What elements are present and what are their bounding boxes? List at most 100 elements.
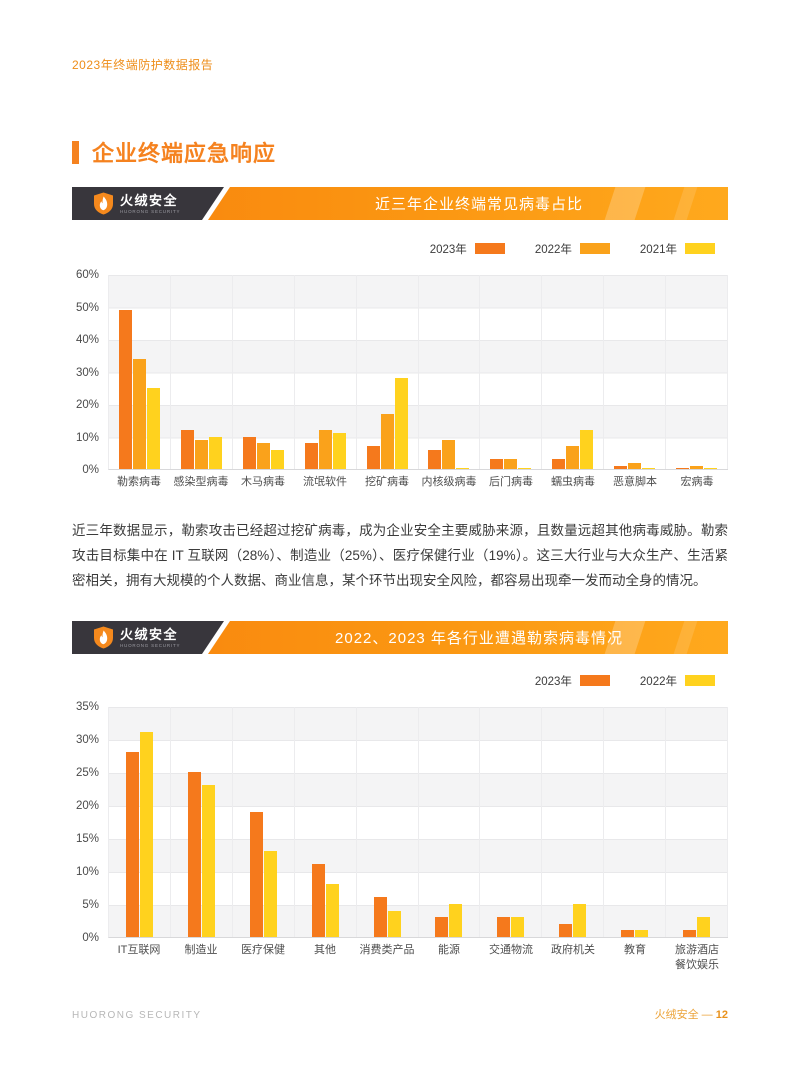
footer-page-number: 火绒安全 — 12 xyxy=(655,1006,728,1022)
bar xyxy=(146,387,160,469)
footer-brand-cn: 火绒安全 — xyxy=(654,1009,713,1021)
x-axis-labels: IT互联网 制造业 医疗保健 其他 消费类产品 能源 交通物流 政府机关 教育 旅游酒店 餐饮娱乐 xyxy=(108,943,728,973)
bar xyxy=(201,785,215,937)
y-tick-label: 40% xyxy=(75,334,99,346)
brand-logo: 火绒安全 HUORONG SECURITY xyxy=(72,187,224,220)
bar-group xyxy=(109,275,171,469)
brand-name-en: HUORONG SECURITY xyxy=(120,208,181,214)
bar-group xyxy=(542,275,605,469)
chart2-banner-bar: 2022、2023 年各行业遭遇勒索病毒情况 xyxy=(208,621,728,654)
brand-name-cn: 火绒安全 xyxy=(120,626,179,642)
bar-group xyxy=(542,707,605,937)
y-tick-label: 0% xyxy=(82,932,99,944)
x-category-label: 制造业 xyxy=(184,944,218,956)
bar xyxy=(690,465,704,469)
bar xyxy=(318,430,332,469)
x-category-label: 政府机关 xyxy=(551,944,595,956)
bar xyxy=(249,811,263,937)
x-category-label: 旅游酒店 餐饮娱乐 xyxy=(675,944,719,971)
x-category-label: 宏病毒 xyxy=(680,476,714,488)
legend-item: 2022年 xyxy=(535,241,610,257)
bar xyxy=(642,468,656,469)
bar xyxy=(132,358,146,469)
legend-label: 2022年 xyxy=(639,675,677,688)
y-axis: 0% 5% 10% 15% 20% 25% 30% 35% xyxy=(72,701,108,944)
bar xyxy=(511,917,525,937)
legend-swatch xyxy=(579,675,610,686)
bar-group xyxy=(357,275,419,469)
legend-swatch xyxy=(579,243,610,254)
accent-bar xyxy=(72,140,79,164)
legend-label: 2022年 xyxy=(534,243,572,256)
bar-group xyxy=(357,707,419,937)
brand-name-en: HUORONG SECURITY xyxy=(120,642,181,648)
y-tick-label: 30% xyxy=(75,734,99,746)
legend-item: 2023年 xyxy=(535,673,610,689)
virus-share-section: 近三年企业终端常见病毒占比 火绒安全 HUORONG SECURITY 2023… xyxy=(72,187,729,490)
bar xyxy=(366,446,380,469)
y-tick-label: 25% xyxy=(75,767,99,779)
bar-group xyxy=(604,275,667,469)
bar xyxy=(552,459,566,469)
bar xyxy=(635,930,649,937)
ransomware-industry-section: 2022、2023 年各行业遭遇勒索病毒情况 火绒安全 HUORONG SECU… xyxy=(72,621,729,973)
bar xyxy=(628,462,642,469)
bar-group xyxy=(171,707,233,937)
x-category-label: 感染型病毒 xyxy=(173,476,229,488)
chart2-banner: 2022、2023 年各行业遭遇勒索病毒情况 火绒安全 HUORONG SECU… xyxy=(72,621,728,654)
bar xyxy=(497,917,511,937)
bar xyxy=(394,378,408,469)
bar xyxy=(380,413,394,469)
chart2-title: 2022、2023 年各行业遭遇勒索病毒情况 xyxy=(335,630,623,647)
x-axis-labels: 勒索病毒 感染型病毒 木马病毒 流氓软件 挖矿病毒 内核级病毒 后门病毒 蠕虫病毒 恶意脚本 宏病… xyxy=(108,475,728,490)
x-category-label: 勒索病毒 xyxy=(117,476,161,488)
x-category-label: 后门病毒 xyxy=(489,476,533,488)
x-category-label: 教育 xyxy=(624,944,646,956)
bar-group xyxy=(666,707,729,937)
x-category-label: 挖矿病毒 xyxy=(365,476,409,488)
x-category-label: 消费类产品 xyxy=(359,944,415,956)
bar xyxy=(428,449,442,469)
x-category-label: 交通物流 xyxy=(489,944,533,956)
legend-item: 2022年 xyxy=(640,673,715,689)
bar-group xyxy=(480,275,543,469)
chart1-legend: 2023年 2022年 2021年 xyxy=(72,241,728,257)
bar xyxy=(435,917,449,937)
bar-group xyxy=(419,275,481,469)
bar xyxy=(118,309,132,469)
chart1-title: 近三年企业终端常见病毒占比 xyxy=(374,196,583,213)
bar xyxy=(187,772,201,937)
bar xyxy=(614,465,628,469)
plot-area xyxy=(108,275,729,470)
y-tick-label: 20% xyxy=(75,399,99,411)
bar xyxy=(139,732,153,937)
bar xyxy=(683,930,697,937)
brand-logo: 火绒安全 HUORONG SECURITY xyxy=(72,621,224,654)
bar xyxy=(704,468,718,469)
section-title: 企业终端应急响应 xyxy=(72,136,728,168)
bar xyxy=(449,904,463,937)
bar xyxy=(490,459,504,469)
y-tick-label: 5% xyxy=(82,899,99,911)
legend-swatch xyxy=(474,243,505,254)
bar-group xyxy=(604,707,667,937)
shield-flame-icon xyxy=(94,626,113,649)
bar xyxy=(518,468,532,469)
legend-item: 2021年 xyxy=(640,241,715,257)
x-category-label: 其他 xyxy=(314,944,336,956)
y-tick-label: 10% xyxy=(75,431,99,444)
page-number: 12 xyxy=(715,1009,728,1021)
x-category-label: 蠕虫病毒 xyxy=(551,476,595,488)
x-category-label: 流氓软件 xyxy=(303,476,347,488)
bar xyxy=(373,897,387,937)
legend-label: 2023年 xyxy=(429,243,467,256)
ransomware-industry-chart: 0% 5% 10% 15% 20% 25% 30% 35% IT互联网 制造业 医疗保健 其他 消费类产… xyxy=(72,701,729,973)
x-category-label: 恶意脚本 xyxy=(613,476,657,488)
bar-group xyxy=(419,707,481,937)
bar xyxy=(573,904,587,937)
virus-share-chart: 0% 10% 20% 30% 40% 50% 60% 勒索病毒 感染型病毒 木马病毒 流氓软件 挖矿病… xyxy=(72,269,729,490)
y-axis: 0% 10% 20% 30% 40% 50% 60% xyxy=(72,269,108,476)
brand-logo-text: 火绒安全 HUORONG SECURITY xyxy=(120,628,180,648)
y-tick-label: 10% xyxy=(75,866,99,878)
footer-brand-text: HUORONG SECURITY xyxy=(72,1010,202,1021)
